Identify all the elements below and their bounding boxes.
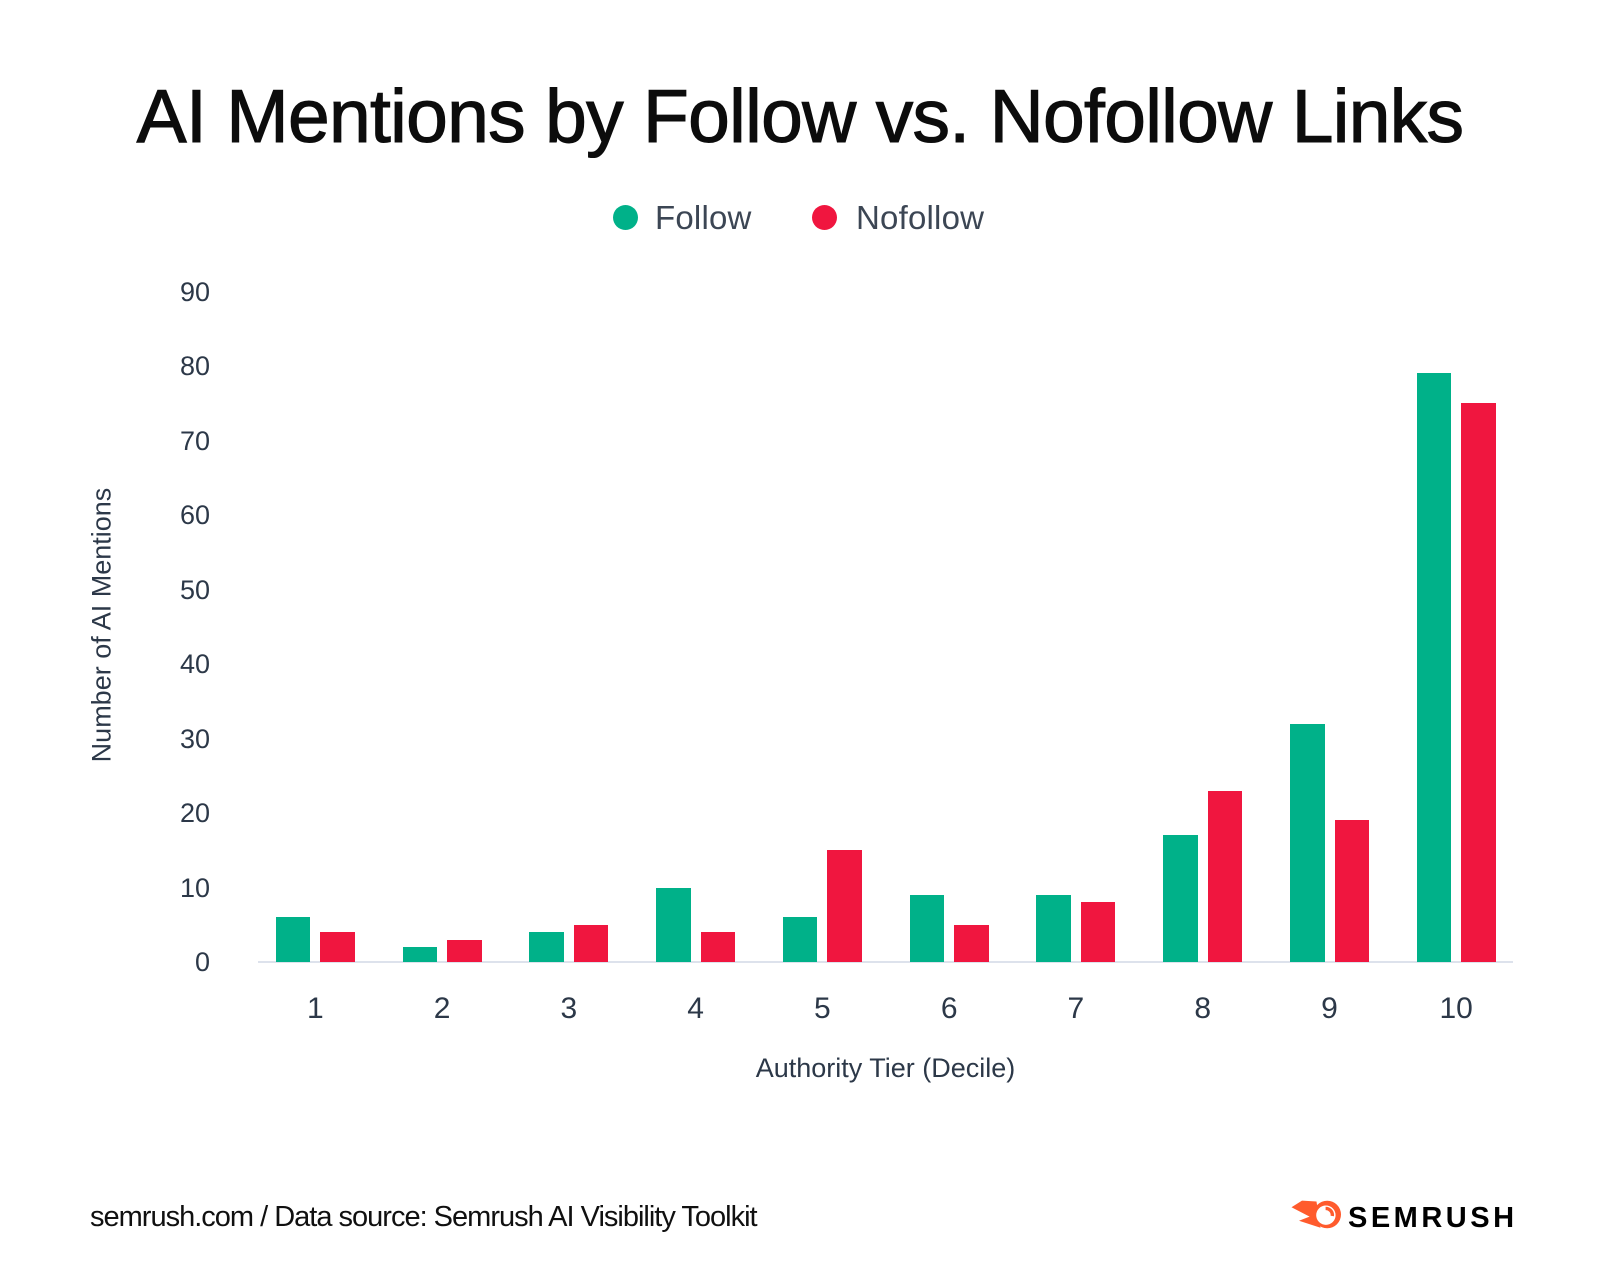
svg-text:SEMRUSH: SEMRUSH [1348, 1202, 1516, 1232]
